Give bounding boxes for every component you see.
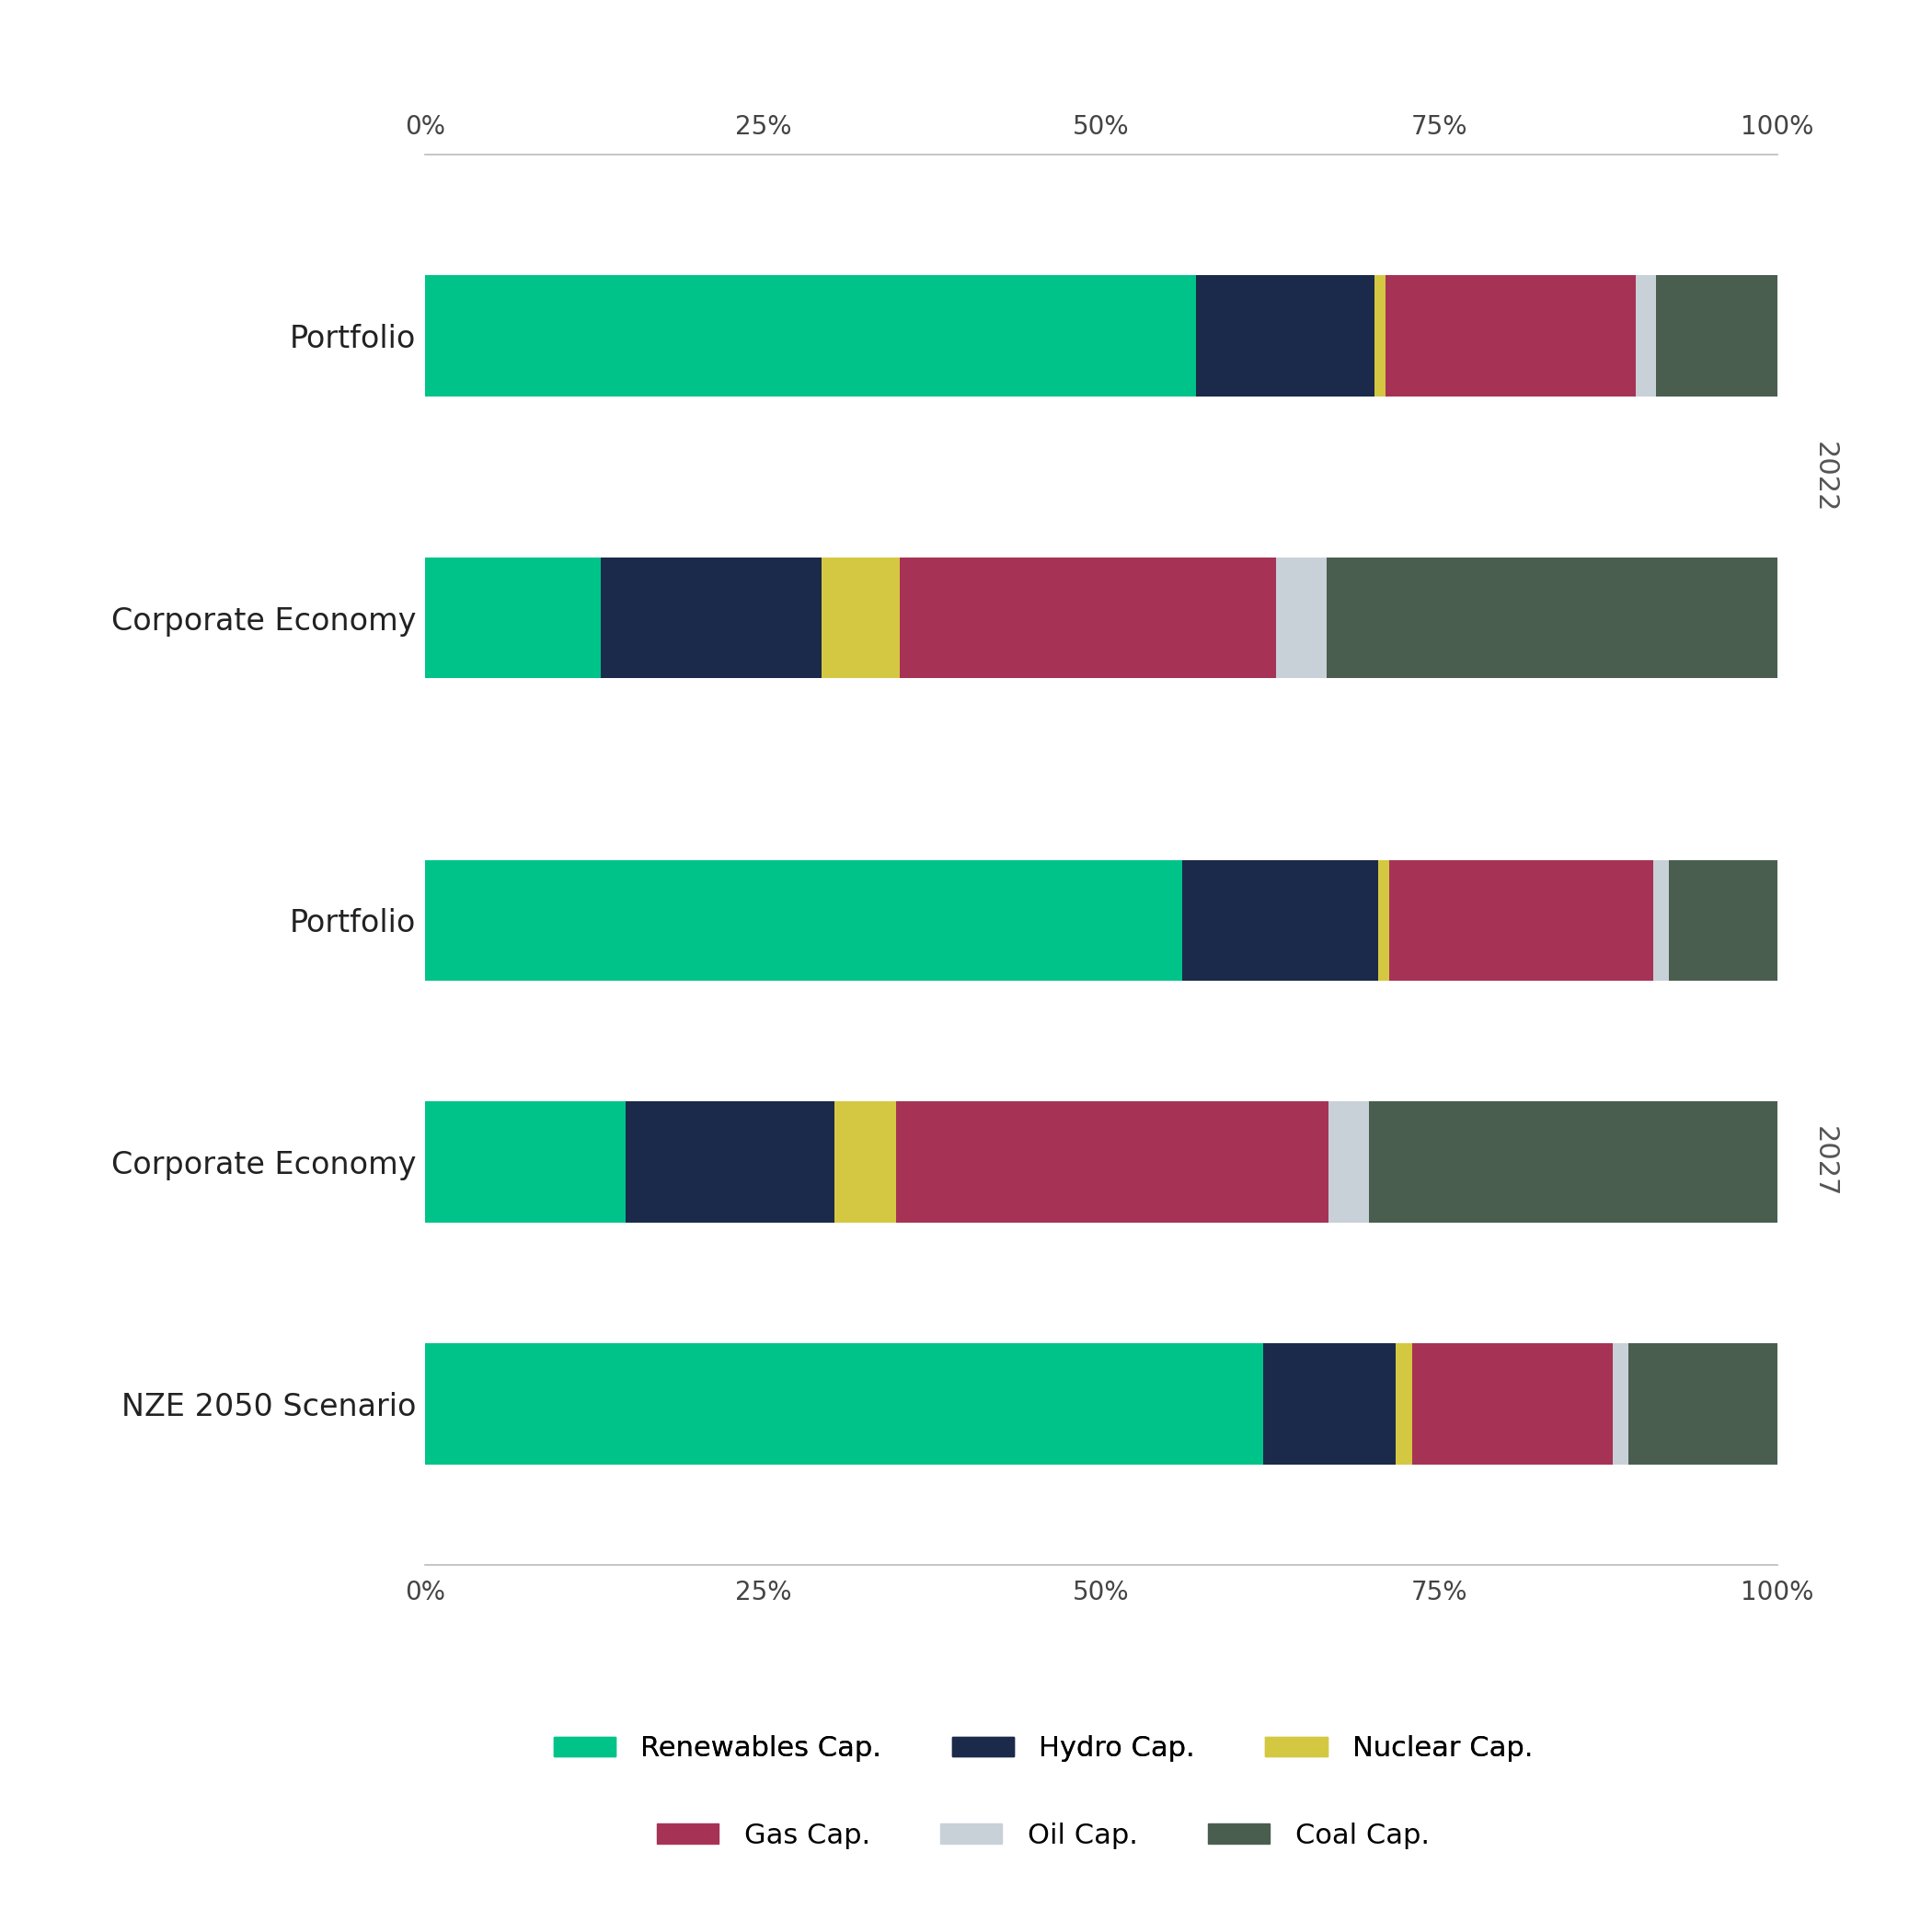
Bar bbox=[835, 1101, 896, 1223]
Bar bbox=[1370, 1101, 1777, 1223]
Bar bbox=[1329, 1101, 1370, 1223]
Bar bbox=[601, 558, 821, 678]
Bar bbox=[425, 860, 1182, 981]
Bar bbox=[1654, 860, 1669, 981]
Bar bbox=[1275, 558, 1327, 678]
Bar bbox=[1385, 276, 1634, 396]
Bar bbox=[1613, 1343, 1629, 1464]
Bar bbox=[1397, 1343, 1412, 1464]
Legend: Gas Cap., Oil Cap., Coal Cap.: Gas Cap., Oil Cap., Coal Cap. bbox=[645, 1810, 1441, 1861]
Bar bbox=[1634, 276, 1656, 396]
Bar bbox=[425, 276, 1196, 396]
Text: 2027: 2027 bbox=[1812, 1126, 1837, 1198]
Bar bbox=[900, 558, 1275, 678]
Bar bbox=[1412, 1343, 1613, 1464]
Bar bbox=[1374, 276, 1385, 396]
Bar bbox=[1264, 1343, 1397, 1464]
Bar bbox=[626, 1101, 835, 1223]
Legend: Renewables Cap., Hydro Cap., Nuclear Cap.: Renewables Cap., Hydro Cap., Nuclear Cap… bbox=[543, 1723, 1544, 1774]
Bar bbox=[425, 1343, 1264, 1464]
Text: 2022: 2022 bbox=[1812, 440, 1837, 512]
Bar bbox=[896, 1101, 1329, 1223]
Bar bbox=[1378, 860, 1389, 981]
Bar bbox=[1389, 860, 1654, 981]
Bar bbox=[1629, 1343, 1777, 1464]
Bar bbox=[1327, 558, 1777, 678]
Bar bbox=[425, 558, 601, 678]
Bar bbox=[1196, 276, 1374, 396]
Bar bbox=[821, 558, 900, 678]
Bar bbox=[1656, 276, 1777, 396]
Bar bbox=[1182, 860, 1378, 981]
Bar bbox=[425, 1101, 626, 1223]
Bar bbox=[1669, 860, 1777, 981]
